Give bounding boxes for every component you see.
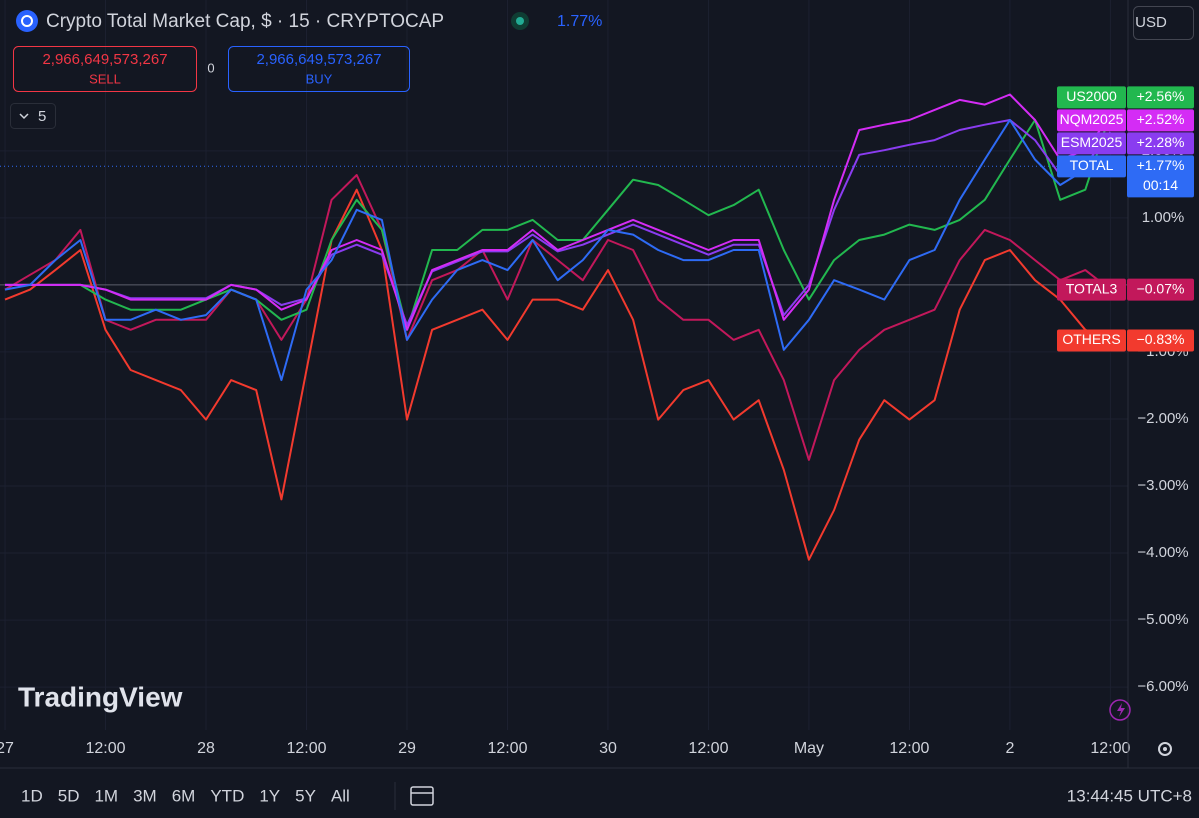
range-button[interactable]: 1D [21,786,43,805]
range-button[interactable]: 3M [133,786,157,805]
series-value: +1.77% [1137,157,1185,173]
series-name-tag [1057,86,1126,109]
status-dot [516,17,524,25]
range-buttons: 1D 5D 1M 3M 6M YTD 1Y 5Y All [21,786,350,805]
symbol-icon [16,10,38,32]
buy-button[interactable] [228,46,410,92]
series-line [4,188,1111,561]
symbol-icon-glyph [21,15,33,27]
settings-icon-center [1163,747,1167,751]
series-value: −0.83% [1137,331,1185,347]
date-range-icon[interactable] [410,786,434,806]
range-button[interactable]: YTD [210,786,244,805]
indicator-count[interactable]: 5 [38,108,46,125]
series-value-tag [1127,329,1194,352]
sell-label[interactable]: SELL [89,71,121,86]
series-value-tag [1127,109,1194,132]
series-value-tag [1127,86,1194,109]
range-button[interactable]: 5D [58,786,80,805]
x-tick-label: 12:00 [688,740,728,757]
series-name: OTHERS [1062,331,1120,347]
x-tick-label: 12:00 [889,740,929,757]
y-tick-label: 1.00% [1142,209,1185,226]
series-value-tag [1127,132,1194,155]
x-tick-label: 12:00 [85,740,125,757]
alert-icon[interactable] [1109,699,1131,721]
x-tick-label: 12:00 [1090,740,1130,757]
series-line [4,174,1112,461]
buy-price[interactable]: 2,966,649,573,267 [256,51,381,68]
symbol-title: Crypto Total Market Cap, $ · 15 · CRYPTO… [46,11,444,32]
range-button[interactable]: 1Y [259,786,280,805]
range-button[interactable]: All [331,786,350,805]
x-tick-label: 12:00 [487,740,527,757]
series-name: TOTAL3 [1066,280,1118,296]
currency-button[interactable] [1133,6,1194,40]
settings-icon[interactable] [1158,742,1172,756]
range-button[interactable]: 1M [94,786,118,805]
series-line [5,119,1112,327]
sell-price[interactable]: 2,966,649,573,267 [42,51,167,68]
series-value-tag [1127,155,1194,198]
x-tick-label: 29 [398,740,416,757]
x-tick-label: 30 [599,740,617,757]
range-button[interactable]: 6M [172,786,196,805]
series-value-tag [1127,278,1194,301]
watermark: TradingView [18,681,183,712]
spread: 0 [207,60,214,75]
x-tick-label: 27 [0,740,14,757]
indicators-toggle[interactable] [10,103,56,129]
series-name: TOTAL [1070,157,1114,173]
sell-button[interactable] [13,46,197,92]
x-tick-label: May [794,740,824,757]
series-name: ESM2025 [1061,134,1123,150]
x-tick-label: 28 [197,740,215,757]
y-tick-label: −3.00% [1137,477,1188,494]
series-name: NQM2025 [1060,111,1124,127]
lightning-icon [1117,703,1125,717]
series-line [5,112,1112,331]
range-button[interactable]: 5Y [295,786,316,805]
series-line [5,93,1112,331]
series-line [4,119,1111,382]
change: 1.77% [557,13,602,30]
series-value: +2.28% [1137,134,1185,150]
currency[interactable]: USD [1135,14,1167,31]
buy-label[interactable]: BUY [306,71,333,86]
series-name-tag [1057,109,1126,132]
series-name-tag [1057,132,1126,155]
x-tick-label: 12:00 [286,740,326,757]
series-name-tag [1057,329,1126,352]
plot [0,93,1128,561]
countdown: 00:14 [1143,177,1178,193]
price-labels: US2000 +2.56% NQM2025 +2.52% ESM2025 +2.28% TO… [1057,86,1194,352]
y-tick-label: −2.00% [1137,410,1188,427]
x-tick-label: 2 [1005,740,1014,757]
series-value: +2.56% [1137,88,1185,104]
series-name-tag [1057,278,1126,301]
series-value: −0.07% [1137,280,1185,296]
y-tick-label: −5.00% [1137,611,1188,628]
chevron-icon [19,113,29,120]
series-name: US2000 [1066,88,1117,104]
series-name-tag [1057,155,1126,178]
series-value: +2.52% [1137,111,1185,127]
y-tick-label: −4.00% [1137,544,1188,561]
y-tick-label: −6.00% [1137,678,1188,695]
clock[interactable]: 13:44:45 UTC+8 [1067,786,1192,805]
grid: 27 12:00 28 12:00 29 12:00 30 12:00 May 12:00 2 12:… [0,0,1189,757]
